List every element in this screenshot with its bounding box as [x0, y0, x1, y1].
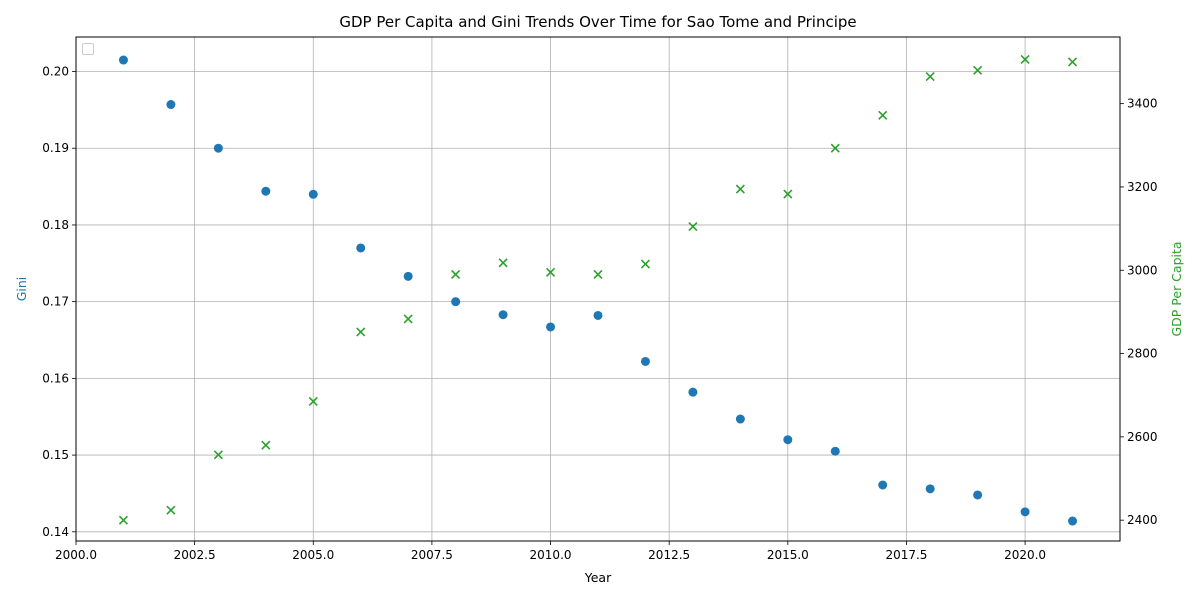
y-left-tick-label: 0.18 — [42, 218, 69, 232]
gini-point — [830, 446, 840, 456]
y-right-tick-label: 2800 — [1127, 347, 1158, 361]
gdp-point — [640, 259, 651, 269]
gini-point — [118, 55, 128, 65]
y-left-tick-label: 0.16 — [42, 371, 69, 385]
gdp-point — [973, 65, 983, 75]
gdp-point — [118, 515, 129, 525]
gdp-point — [308, 396, 318, 407]
gini-point — [688, 387, 698, 397]
gini-point — [640, 356, 650, 366]
y-right-tick-label: 2600 — [1127, 430, 1158, 444]
legend-box — [82, 43, 94, 55]
gdp-point — [403, 314, 413, 324]
x-tick-label: 2000.0 — [55, 548, 97, 562]
y-right-tick-label: 3400 — [1127, 97, 1158, 111]
y-axis-right-label: GDP Per Capita — [1169, 241, 1184, 336]
gdp-point — [783, 189, 793, 199]
y-left-tick-label: 0.15 — [42, 448, 69, 462]
y-left-tick-label: 0.20 — [42, 65, 69, 79]
x-axis-label: Year — [584, 570, 612, 585]
gdp-point — [688, 221, 698, 232]
y-right-tick-label: 3200 — [1127, 180, 1158, 194]
y-axis-left-label: Gini — [14, 277, 29, 302]
plot-frame — [75, 36, 1121, 542]
gdp-point — [166, 505, 176, 515]
x-tick-label: 2007.5 — [411, 548, 453, 562]
chart-title: GDP Per Capita and Gini Trends Over Time… — [339, 13, 856, 31]
gdp-point — [451, 269, 461, 279]
y-left-tick-label: 0.17 — [42, 295, 69, 309]
y-right-tick-label: 3000 — [1127, 263, 1158, 277]
gini-point — [1020, 507, 1030, 517]
gdp-point — [261, 440, 271, 450]
gdp-point — [356, 327, 366, 337]
gini-point — [498, 310, 508, 320]
x-tick-label: 2012.5 — [648, 548, 690, 562]
gdp-point — [213, 450, 223, 460]
gini-point — [925, 484, 935, 494]
x-tick-label: 2005.0 — [292, 548, 334, 562]
y-right-tick-label: 2400 — [1127, 513, 1158, 527]
data-series — [118, 54, 1078, 526]
gini-point — [735, 414, 745, 424]
x-tick-label: 2002.5 — [174, 548, 216, 562]
gdp-point — [830, 143, 840, 153]
gini-point — [403, 271, 413, 281]
grid — [75, 37, 1120, 541]
gini-point — [261, 186, 271, 196]
y-left-tick-label: 0.19 — [42, 141, 69, 155]
gdp-point — [1067, 57, 1078, 67]
gini-point — [308, 189, 318, 199]
gdp-point — [498, 258, 508, 268]
x-tick-label: 2010.0 — [530, 548, 572, 562]
gini-point — [1068, 516, 1078, 526]
gini-point — [356, 243, 366, 253]
gini-point — [213, 143, 223, 153]
gdp-point — [878, 110, 888, 120]
gini-point — [546, 322, 556, 332]
gini-point — [166, 100, 176, 110]
x-tick-label: 2015.0 — [767, 548, 809, 562]
gdp-point — [593, 269, 603, 279]
gini-point — [593, 310, 603, 320]
gdp-point — [1020, 54, 1030, 65]
gdp-point — [735, 184, 745, 194]
gdp-point — [925, 72, 935, 82]
gini-point — [878, 480, 888, 490]
axis-ticks: 2000.0 2002.5 2005.0 2007.5 2010.0 2012.5 2015… — [42, 65, 1157, 562]
x-tick-label: 2020.0 — [1004, 548, 1046, 562]
gdp-point — [545, 267, 556, 277]
gini-point — [973, 490, 983, 500]
gini-point — [451, 297, 461, 307]
x-tick-label: 2017.5 — [885, 548, 927, 562]
y-left-tick-label: 0.14 — [42, 525, 69, 539]
gini-point — [783, 435, 793, 445]
